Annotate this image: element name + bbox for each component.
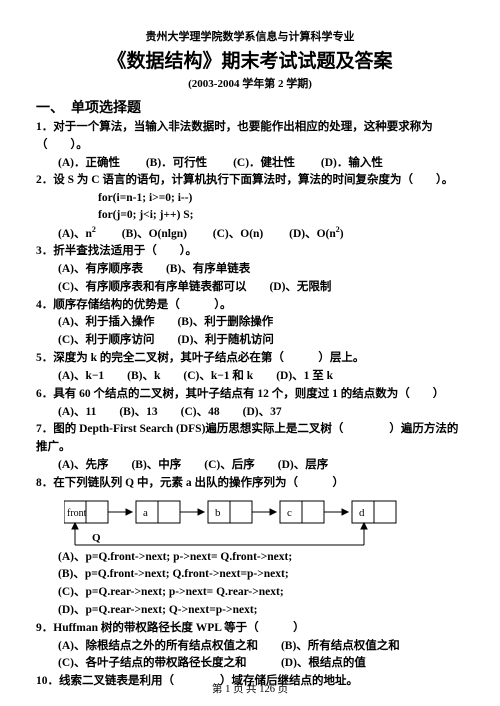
q8-diagram: front a b c d Q bbox=[64, 497, 464, 547]
q1-opt-a: (A)．正确性 bbox=[58, 157, 120, 169]
q2-opt-a-sup: 2 bbox=[92, 225, 96, 234]
q2-code-1: for(i=n-1; i>=0; i--) bbox=[98, 190, 464, 207]
q5-stem: 5．深度为 k 的完全二叉树，其叶子结点必在第（ ）层上。 bbox=[36, 350, 464, 368]
q4-options-1: (A)、利于插入操作 (B)、利于删除操作 bbox=[58, 314, 464, 332]
pagenum-pre: 第 bbox=[212, 684, 225, 695]
q3-options-1: (A)、有序顺序表 (B)、有序单链表 bbox=[58, 261, 464, 279]
q2-stem: 2．设 S 为 C 语言的语句，计算机执行下面算法时，算法的时间复杂度为（ ）。 bbox=[36, 172, 464, 190]
q1-opt-b: (B)．可行性 bbox=[146, 157, 207, 169]
q2-options: (A)、n2 (B)、O(nlgn) (C)、O(n) (D)、O(n2) bbox=[58, 224, 464, 244]
diag-label-d: d bbox=[359, 507, 365, 519]
q5-options: (A)、k−1 (B)、k (C)、k−1 和 k (D)、1 至 k bbox=[58, 368, 464, 386]
section-heading: 一、 单项选择题 bbox=[36, 97, 464, 117]
doc-subtitle: 贵州大学理学院数学系信息与计算科学专业 bbox=[36, 28, 464, 44]
pagenum-total: 126 bbox=[259, 684, 275, 695]
q1-opt-d: (D)．输入性 bbox=[321, 157, 383, 169]
page-number: 第 1 页 共 126 页 bbox=[0, 681, 500, 696]
q6-options: (A)、11 (B)、13 (C)、48 (D)、37 bbox=[58, 404, 464, 422]
q9-stem: 9．Huffman 树的带权路径长度 WPL 等于（ ） bbox=[36, 620, 464, 638]
q4-options-2: (C)、利于顺序访问 (D)、利于随机访问 bbox=[58, 332, 464, 350]
diag-label-a: a bbox=[143, 507, 148, 519]
diag-label-c: c bbox=[287, 507, 292, 519]
q3-options-2: (C)、有序顺序表和有序单链表都可以 (D)、无限制 bbox=[58, 279, 464, 297]
doc-term: (2003-2004 学年第 2 学期) bbox=[36, 75, 464, 91]
q2-opt-d-close: ) bbox=[340, 227, 344, 239]
q2-opt-c: (C)、O(n) bbox=[213, 227, 263, 239]
q8-opt-d: (D)、p=Q.rear->next; Q->next=p->next; bbox=[58, 602, 464, 620]
q2-opt-a: (A)、n bbox=[58, 227, 92, 239]
q1-opt-c: (C)．健壮性 bbox=[233, 157, 295, 169]
q8-opt-b: (B)、p=Q.front->next; Q.front->next=p->ne… bbox=[58, 566, 464, 584]
q1-options: (A)．正确性 (B)．可行性 (C)．健壮性 (D)．输入性 bbox=[58, 155, 464, 173]
q2-opt-d: (D)、O(n bbox=[289, 227, 336, 239]
q2-opt-b: (B)、O(nlgn) bbox=[122, 227, 187, 239]
q8-opt-a: (A)、p=Q.front->next; p->next= Q.front->n… bbox=[58, 549, 464, 567]
q1-stem: 1．对于一个算法，当输入非法数据时，也要能作出相应的处理，这种要求称为（ ）。 bbox=[36, 119, 464, 155]
q7-stem: 7．图的 Depth-First Search (DFS)遍历思想实际上是二叉树… bbox=[36, 421, 464, 457]
q7-options: (A)、先序 (B)、中序 (C)、后序 (D)、层序 bbox=[58, 457, 464, 475]
q8-stem: 8．在下列链队列 Q 中，元素 a 出队的操作序列为（ ） bbox=[36, 475, 464, 493]
q2-code-2: for(j=0; j<i; j++) S; bbox=[98, 207, 464, 224]
pagenum-suf: 页 bbox=[275, 684, 288, 695]
diag-label-q: Q bbox=[92, 532, 101, 544]
diag-label-front: front bbox=[67, 508, 87, 519]
diag-label-b: b bbox=[215, 507, 221, 519]
q6-stem: 6．具有 60 个结点的二叉树，其叶子结点有 12 个，则度过 1 的结点数为（… bbox=[36, 386, 464, 404]
q8-opt-c: (C)、p=Q.rear->next; p->next= Q.rear->nex… bbox=[58, 584, 464, 602]
q9-options-1: (A)、除根结点之外的所有结点权值之和 (B)、所有结点权值之和 bbox=[58, 638, 464, 656]
q3-stem: 3．折半查找法适用于（ ）。 bbox=[36, 243, 464, 261]
doc-title: 《数据结构》期末考试试题及答案 bbox=[36, 46, 464, 73]
q9-options-2: (C)、各叶子结点的带权路径长度之和 (D)、根结点的值 bbox=[58, 655, 464, 673]
pagenum-mid: 页 共 bbox=[230, 684, 259, 695]
q4-stem: 4．顺序存储结构的优势是（ ）。 bbox=[36, 297, 464, 315]
